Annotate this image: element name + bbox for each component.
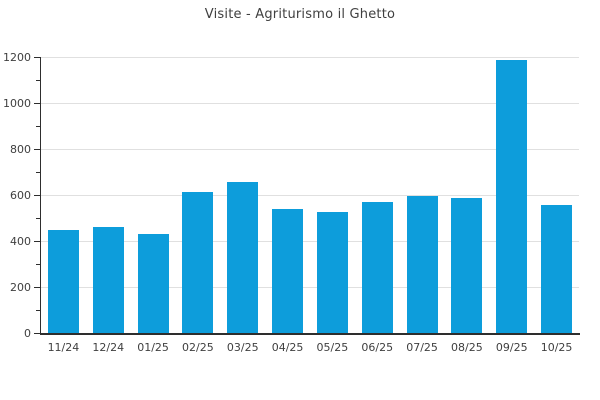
y-major-tick	[34, 149, 40, 150]
y-tick-label: 800	[10, 142, 31, 156]
bar-11-24	[47, 229, 79, 333]
bar-03-25	[227, 182, 259, 333]
x-tick-label: 05/25	[316, 341, 349, 354]
y-tick-label: 200	[10, 280, 31, 294]
y-tick-label: 1000	[3, 96, 31, 110]
bars-layer	[41, 57, 579, 333]
x-tick-label: 08/25	[451, 341, 483, 354]
x-tick-label: 07/25	[406, 341, 438, 354]
x-tick-label: 03/25	[226, 341, 259, 354]
y-axis-labels: 0 200 400 600 800 1000 1200	[3, 51, 579, 340]
x-tick-label: 11/24	[47, 341, 80, 354]
bar-12-24	[92, 227, 124, 333]
bar-02-25	[182, 191, 214, 333]
y-tick-label: 600	[10, 188, 31, 202]
y-axis-ticks	[34, 57, 579, 334]
y-axis-line	[39, 56, 41, 335]
gridline-1000	[41, 103, 579, 104]
x-tick-label: 09/25	[495, 341, 528, 354]
bar-10-25	[541, 205, 573, 333]
y-minor-tick	[36, 264, 40, 265]
y-tick-label: 0	[24, 326, 31, 340]
gridlines-layer	[41, 57, 579, 333]
bar-08-25	[451, 198, 483, 333]
gridline-1200	[41, 57, 579, 58]
y-major-tick	[34, 103, 40, 104]
y-major-tick	[34, 333, 40, 334]
y-minor-tick	[36, 126, 40, 127]
x-tick-label: 06/25	[361, 341, 394, 354]
bar-01-25	[137, 234, 169, 333]
x-tick-label: 10/25	[540, 341, 573, 354]
gridline-400	[41, 241, 579, 242]
bar-09-25	[496, 60, 528, 333]
x-axis-labels: 11/24 12/24 01/25 02/25 03/25 04/25 05/25 06/25…	[41, 57, 579, 354]
y-minor-tick	[36, 80, 40, 81]
x-tick-label: 02/25	[182, 341, 214, 354]
y-major-tick	[34, 195, 40, 196]
y-tick-label: 1200	[3, 50, 31, 64]
bar-06-25	[361, 201, 393, 333]
y-minor-tick	[36, 310, 40, 311]
gridline-800	[41, 149, 579, 150]
x-axis-line	[39, 333, 580, 335]
bar-07-25	[406, 196, 438, 333]
bar-04-25	[272, 208, 304, 333]
gridline-200	[41, 287, 579, 288]
y-tick-label: 400	[10, 234, 31, 248]
x-tick-label: 04/25	[271, 341, 304, 354]
y-major-tick	[34, 57, 40, 58]
y-minor-tick	[36, 218, 40, 219]
plot-area: 0 200 400 600 800 1000 1200 11/24 12/24 01/25 02/…	[3, 51, 580, 354]
x-tick-label: 12/24	[92, 341, 125, 354]
x-tick-label: 01/25	[137, 341, 169, 354]
y-major-tick	[34, 241, 40, 242]
chart-title: Visite - Agriturismo il Ghetto	[204, 7, 396, 22]
bar-05-25	[316, 212, 348, 333]
y-major-tick	[34, 287, 40, 288]
y-minor-tick	[36, 172, 40, 173]
gridline-600	[41, 195, 579, 196]
